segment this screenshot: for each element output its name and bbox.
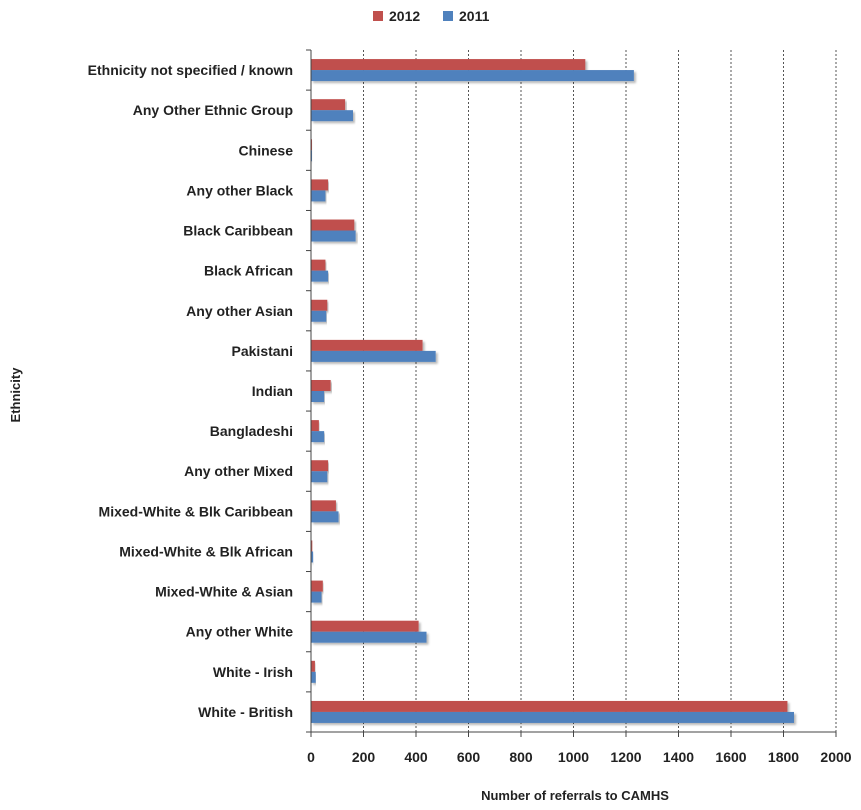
bar-2012-white-british (311, 700, 788, 712)
category-label-mixed-white-blk-african: Mixed-White & Blk African (119, 543, 293, 559)
bar-2011-any-other-mixed (311, 471, 328, 483)
bar-2011-pakistani (311, 350, 436, 362)
bar-2012-mixed-white-blk-african (311, 540, 313, 552)
x-tick-label-1600: 1600 (715, 749, 746, 765)
bar-2011-mixed-white-blk-caribbean (311, 511, 339, 523)
bar-2012-indian (311, 380, 331, 391)
bar-2012-any-other-ethnic-group (311, 99, 346, 111)
x-tick-label-1400: 1400 (663, 749, 694, 765)
category-label-any-other-mixed: Any other Mixed (184, 463, 293, 479)
bar-2012-any-other-mixed (311, 460, 329, 472)
bar-2011-white-british (311, 711, 794, 723)
bar-2012-pakistani (311, 339, 423, 351)
x-tick-labels: 0 200 400 600 800 1000 1200 1400 1600 1800 2000 (307, 749, 852, 765)
legend: 2012 2011 (373, 8, 490, 24)
bar-2011-mixed-white-asian (311, 591, 322, 603)
bars (311, 59, 794, 723)
x-tick-label-600: 600 (457, 749, 481, 765)
bar-2012-mixed-white-blk-caribbean (311, 500, 336, 512)
category-label-white-irish: White - Irish (213, 664, 293, 680)
bar-2011-indian (311, 391, 325, 402)
bar-2012-black-caribbean (311, 219, 355, 231)
category-label-mixed-white-asian: Mixed-White & Asian (155, 584, 293, 600)
x-tick-label-400: 400 (404, 749, 428, 765)
category-label-ethnicity-not-specified-known: Ethnicity not specified / known (88, 62, 293, 78)
bar-2011-black-caribbean (311, 230, 356, 242)
x-tick-label-1800: 1800 (768, 749, 799, 765)
legend-swatch-2012 (373, 11, 383, 21)
x-tick-label-200: 200 (352, 749, 376, 765)
category-label-any-other-asian: Any other Asian (186, 303, 293, 319)
bar-2012-black-african (311, 259, 326, 271)
x-tick-label-0: 0 (307, 749, 315, 765)
bar-2011-any-other-ethnic-group (311, 110, 353, 122)
bar-2011-ethnicity-not-specified-known (311, 70, 634, 82)
y-axis-title: Ethnicity (8, 367, 23, 423)
category-label-pakistani: Pakistani (232, 343, 293, 359)
legend-label-2011: 2011 (459, 8, 490, 24)
axes (306, 49, 837, 737)
bar-2011-white-irish (311, 671, 316, 683)
x-axis-title: Number of referrals to CAMHS (481, 788, 669, 803)
x-tick-label-800: 800 (509, 749, 533, 765)
x-tick-label-1000: 1000 (558, 749, 589, 765)
category-label-indian: Indian (252, 383, 293, 399)
category-label-black-african: Black African (204, 263, 293, 279)
bar-2011-black-african (311, 270, 329, 282)
gridlines (363, 50, 837, 732)
bar-2012-bangladeshi (311, 420, 319, 432)
category-label-white-british: White - British (198, 704, 293, 720)
category-label-mixed-white-blk-caribbean: Mixed-White & Blk Caribbean (99, 503, 293, 519)
legend-swatch-2011 (443, 11, 453, 21)
bar-2011-mixed-white-blk-african (311, 551, 314, 563)
bar-2012-white-irish (311, 660, 315, 672)
x-tick-label-1200: 1200 (610, 749, 641, 765)
x-tick-label-2000: 2000 (820, 749, 851, 765)
category-label-black-caribbean: Black Caribbean (183, 223, 293, 239)
bar-2012-mixed-white-asian (311, 580, 323, 592)
bar-2011-any-other-white (311, 631, 427, 643)
category-label-chinese: Chinese (239, 142, 294, 158)
category-label-bangladeshi: Bangladeshi (210, 423, 293, 439)
bar-2012-ethnicity-not-specified-known (311, 59, 586, 71)
bar-2011-bangladeshi (311, 431, 325, 443)
bar-2011-any-other-asian (311, 310, 327, 322)
category-label-any-other-ethnic-group: Any Other Ethnic Group (133, 102, 293, 118)
category-labels: Ethnicity not specified / known Any Other… (88, 62, 294, 720)
category-label-any-other-black: Any other Black (186, 182, 293, 198)
category-label-any-other-white: Any other White (186, 624, 294, 640)
bar-2012-any-other-black (311, 179, 329, 191)
bar-2011-any-other-black (311, 190, 326, 202)
bar-2012-any-other-white (311, 620, 419, 632)
bar-2012-any-other-asian (311, 299, 328, 311)
legend-label-2012: 2012 (389, 8, 420, 24)
